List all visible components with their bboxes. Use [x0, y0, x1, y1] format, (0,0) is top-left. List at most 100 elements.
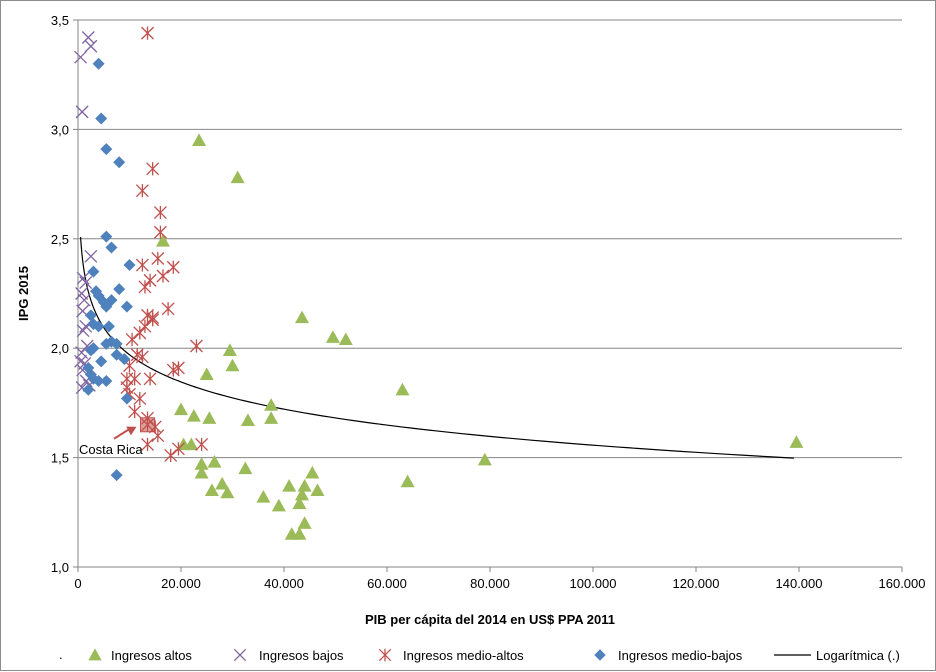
- point-s1-2: [74, 50, 88, 64]
- point-s1-0: [81, 31, 95, 44]
- y-tick-label-5: 3,5: [51, 13, 69, 28]
- point-s2-19: [135, 350, 149, 364]
- point-s2-10: [156, 269, 170, 283]
- y-tick-label-4: 3,0: [51, 122, 69, 137]
- point-s0-36: [297, 516, 312, 529]
- point-s0-7: [225, 358, 240, 372]
- point-s3-33: [120, 392, 133, 405]
- costa-rica-arrowhead: [126, 426, 137, 436]
- series-1: [74, 31, 98, 395]
- point-s3-7: [87, 265, 100, 278]
- x-tick-labels: 0 20.000 40.000 60.000 80.000 100.000 120.000 1…: [74, 576, 925, 591]
- point-s2-20: [166, 363, 180, 377]
- point-s0-21: [194, 465, 209, 479]
- point-s0-19: [207, 454, 222, 468]
- point-s3-32: [82, 383, 95, 396]
- point-s0-31: [310, 483, 325, 497]
- point-s3-9: [113, 283, 126, 296]
- annotation: Costa Rica: [79, 426, 143, 457]
- costa-rica-label: Costa Rica: [79, 442, 143, 457]
- point-s0-34: [292, 496, 307, 510]
- point-s2-18: [130, 348, 144, 362]
- point-s2-31: [141, 437, 154, 452]
- y-axis-title: IPG 2015: [16, 266, 31, 321]
- data-points: [74, 26, 804, 540]
- legend-marker-3: [594, 649, 606, 661]
- point-s0-23: [789, 435, 804, 448]
- point-s0-4: [325, 330, 340, 343]
- point-s3-2: [100, 143, 113, 156]
- trendline: [79, 237, 794, 459]
- x-tick-label-0: 0: [74, 576, 81, 591]
- point-s0-0: [155, 233, 170, 247]
- trendline-group: [79, 237, 794, 459]
- point-s0-17: [184, 437, 199, 451]
- point-s3-18: [92, 320, 105, 333]
- point-s2-3: [153, 205, 167, 220]
- legend-label-3: Ingresos medio-bajos: [618, 648, 743, 663]
- point-s2-7: [166, 260, 180, 274]
- y-tick-label-3: 2,5: [51, 232, 69, 247]
- y-tick-label-0: 1,0: [51, 560, 69, 575]
- point-s0-20: [238, 461, 253, 475]
- point-s3-5: [105, 241, 118, 254]
- axes: [73, 19, 903, 572]
- point-s2-0: [141, 26, 154, 40]
- point-s3-15: [84, 309, 97, 322]
- point-s0-2: [230, 170, 245, 184]
- point-s2-34: [171, 442, 185, 456]
- series-0: [155, 133, 804, 540]
- point-s0-5: [338, 332, 353, 346]
- point-s3-17: [102, 320, 115, 333]
- x-tick-label-4: 80.000: [470, 576, 510, 591]
- point-s3-26: [118, 353, 131, 366]
- point-s3-13: [100, 300, 113, 313]
- point-s2-25: [133, 391, 147, 406]
- point-s2-5: [151, 251, 165, 266]
- point-s0-14: [202, 411, 217, 424]
- y-tick-label-2: 2,0: [51, 341, 69, 356]
- point-s0-8: [199, 367, 214, 381]
- point-s3-34: [110, 469, 123, 482]
- point-s3-23: [84, 344, 97, 357]
- point-s3-1: [95, 112, 108, 125]
- point-s0-10: [264, 398, 279, 411]
- y-tick-labels: 1,0 1,5 2,0 2,5 3,0 3,5: [51, 13, 69, 575]
- point-s3-14: [120, 300, 133, 313]
- x-tick-label-7: 140.000: [776, 576, 823, 591]
- legend-label-2: Ingresos medio-altos: [403, 648, 524, 663]
- point-s2-9: [138, 280, 152, 294]
- point-s0-9: [395, 382, 410, 396]
- point-s3-31: [100, 375, 113, 388]
- y-tick-label-1: 1,5: [51, 451, 69, 466]
- point-s3-21: [110, 337, 123, 350]
- point-s0-28: [220, 485, 235, 499]
- point-s3-4: [100, 230, 113, 243]
- legend-marker-2: [378, 648, 392, 662]
- point-s2-4: [153, 225, 167, 239]
- legend-label-1: Ingresos bajos: [259, 648, 344, 663]
- point-s3-3: [113, 156, 126, 169]
- point-s0-6: [222, 343, 237, 356]
- point-s0-30: [297, 479, 312, 492]
- point-s0-18: [194, 457, 209, 470]
- x-axis-title: PIB per cápita del 2014 en US$ PPA 2011: [365, 612, 615, 627]
- legend-marker-1: [233, 648, 247, 662]
- point-s1-6: [76, 271, 90, 285]
- point-s3-25: [95, 355, 108, 368]
- point-s2-14: [133, 326, 147, 340]
- point-s0-25: [400, 474, 415, 488]
- point-s1-11: [76, 324, 90, 338]
- point-s0-35: [295, 487, 310, 501]
- costa-rica-arrow: [113, 427, 132, 440]
- point-s0-12: [174, 402, 188, 416]
- point-s3-0: [92, 57, 105, 70]
- legend: . Ingresos altos Ingresos bajos Ingresos m…: [59, 647, 900, 663]
- point-s2-23: [143, 372, 157, 386]
- grid-lines: [78, 19, 902, 459]
- point-s0-29: [282, 479, 297, 492]
- point-s0-3: [295, 310, 310, 324]
- point-s2-2: [135, 184, 149, 198]
- point-s0-33: [271, 498, 286, 512]
